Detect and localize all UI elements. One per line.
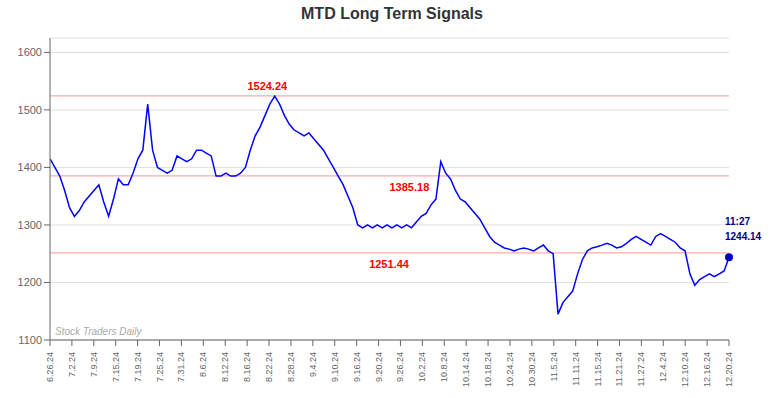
svg-text:Stock Traders Daily: Stock Traders Daily: [55, 326, 143, 337]
svg-text:7.31.24: 7.31.24: [176, 352, 186, 382]
svg-text:1300: 1300: [18, 219, 42, 231]
svg-text:12.20.24: 12.20.24: [724, 352, 734, 387]
svg-text:8.22.24: 8.22.24: [264, 352, 274, 382]
svg-text:10.14.24: 10.14.24: [461, 352, 471, 387]
svg-text:7.19.24: 7.19.24: [133, 352, 143, 382]
svg-text:8.28.24: 8.28.24: [286, 352, 296, 382]
svg-text:1400: 1400: [18, 161, 42, 173]
svg-text:10.30.24: 10.30.24: [527, 352, 537, 387]
svg-text:9.20.24: 9.20.24: [374, 352, 384, 382]
svg-text:10.24.24: 10.24.24: [505, 352, 515, 387]
svg-text:10.2.24: 10.2.24: [417, 352, 427, 382]
svg-text:1244.14: 1244.14: [725, 231, 762, 242]
svg-text:1500: 1500: [18, 104, 42, 116]
svg-text:1524.24: 1524.24: [247, 80, 288, 92]
svg-text:6.26.24: 6.26.24: [45, 352, 55, 382]
svg-text:1251.44: 1251.44: [369, 258, 410, 270]
svg-text:7.9.24: 7.9.24: [89, 352, 99, 377]
svg-text:9.26.24: 9.26.24: [395, 352, 405, 382]
svg-text:10.18.24: 10.18.24: [483, 352, 493, 387]
svg-text:11.15.24: 11.15.24: [593, 352, 603, 386]
svg-text:7.2.24: 7.2.24: [67, 352, 77, 377]
svg-text:9.16.24: 9.16.24: [352, 352, 362, 382]
svg-text:1600: 1600: [18, 46, 42, 58]
svg-text:7.15.24: 7.15.24: [111, 352, 121, 382]
svg-text:1100: 1100: [18, 334, 42, 346]
svg-text:8.16.24: 8.16.24: [242, 352, 252, 382]
svg-text:9.4.24: 9.4.24: [308, 352, 318, 377]
svg-text:8.6.24: 8.6.24: [198, 352, 208, 377]
svg-text:9.10.24: 9.10.24: [330, 352, 340, 382]
svg-text:7.25.24: 7.25.24: [155, 352, 165, 382]
svg-text:8.12.24: 8.12.24: [220, 352, 230, 382]
svg-text:11.27.24: 11.27.24: [636, 352, 646, 386]
svg-text:12.10.24: 12.10.24: [680, 352, 690, 387]
svg-text:12.4.24: 12.4.24: [658, 352, 668, 382]
svg-text:12.16.24: 12.16.24: [702, 352, 712, 387]
svg-text:11.5.24: 11.5.24: [549, 352, 559, 381]
html-text:MTD Long Term Signals: MTD Long Term Signals: [301, 5, 483, 22]
svg-text:11.21.24: 11.21.24: [614, 352, 624, 386]
svg-text:1200: 1200: [18, 276, 42, 288]
svg-text:11:27: 11:27: [725, 216, 750, 227]
svg-text:1385.18: 1385.18: [390, 181, 430, 193]
svg-text:10.8.24: 10.8.24: [439, 352, 449, 382]
svg-text:11.11.24: 11.11.24: [571, 352, 581, 386]
